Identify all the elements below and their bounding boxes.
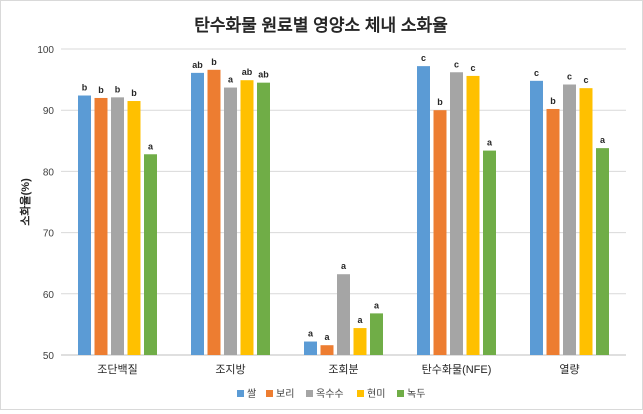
bar-현미 [353,328,367,355]
bar-data-label: a [374,300,380,310]
legend-label: 옥수수 [316,388,344,400]
bar-옥수수 [337,274,350,355]
bar-data-label: b [550,96,556,106]
bar-보리 [320,345,334,355]
legend-swatch [357,390,364,397]
bar-쌀 [530,80,543,355]
bar-보리 [433,110,447,355]
bar-data-label: b [82,83,88,93]
bar-data-label: a [487,138,493,148]
bar-data-label: a [228,75,234,85]
bar-data-label: a [357,315,363,325]
bar-data-label: a [308,329,314,339]
y-tick-label: 80 [43,167,55,178]
bar-녹두 [370,313,383,355]
bar-녹두 [257,82,270,355]
bar-쌀 [78,95,91,356]
bar-쌀 [191,72,204,356]
bar-옥수수 [224,87,237,355]
bar-녹두 [596,148,609,355]
legend-swatch [237,390,244,397]
bar-data-label: c [454,59,459,69]
bar-data-label: a [324,332,330,342]
x-tick-label: 조지방 [215,363,245,376]
bar-현미 [127,101,141,356]
bar-보리 [207,69,221,356]
legend-swatch [397,390,404,397]
bar-data-label: a [148,141,154,151]
bar-data-label: b [437,97,443,107]
bar-data-label: b [131,88,137,98]
bar-현미 [579,88,593,355]
legend-label: 녹두 [407,388,425,400]
bar-data-label: ab [242,67,253,77]
bar-data-label: a [341,261,347,271]
y-tick-label: 90 [43,106,55,117]
bar-data-label: c [534,68,539,78]
bar-쌀 [417,66,430,356]
bar-쌀 [304,341,317,355]
y-tick-label: 70 [43,229,55,240]
y-tick-label: 60 [43,290,55,301]
bar-data-label: ab [258,70,269,80]
bar-현미 [240,80,254,355]
chart-title: 탄수화물 원료별 영양소 체내 소화율 [194,16,448,35]
legend-label: 보리 [276,388,294,400]
legend-label: 쌀 [247,388,256,400]
bar-녹두 [483,150,496,355]
bar-data-label: a [600,135,606,145]
bar-data-label: c [583,75,588,85]
bar-옥수수 [111,97,124,356]
bar-data-label: b [211,57,217,67]
bar-옥수수 [450,72,463,356]
x-tick-label: 조단백질 [97,363,137,376]
bar-data-label: c [470,63,475,73]
x-tick-label: 열량 [559,363,579,376]
bar-data-label: c [421,53,426,63]
bar-옥수수 [563,84,576,355]
legend-swatch [266,390,273,397]
bar-보리 [546,108,560,355]
y-axis-label: 소화율(%) [18,178,32,226]
y-tick-label: 100 [37,45,54,56]
y-tick-label: 50 [43,351,55,362]
x-tick-label: 탄수화물(NFE) [422,363,492,376]
bar-보리 [94,97,108,356]
bar-data-label: ab [192,60,203,70]
bar-현미 [466,75,480,355]
legend-swatch [306,390,313,397]
bar-data-label: c [567,71,572,81]
bar-녹두 [144,154,157,355]
bar-data-label: b [98,85,104,95]
legend-label: 현미 [367,388,385,400]
x-tick-label: 조회분 [328,363,358,376]
bar-data-label: b [115,84,121,94]
